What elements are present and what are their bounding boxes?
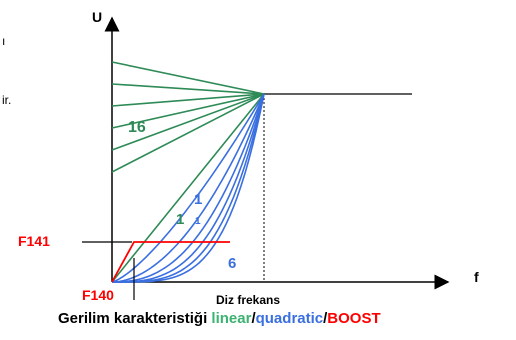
linear-count-label: 16 — [128, 119, 146, 136]
boost-curve — [111, 241, 230, 283]
caption-separator: / — [251, 310, 256, 327]
linear-curve — [111, 83, 265, 95]
linear-start-label: 1 — [176, 211, 184, 228]
linear-curve — [111, 61, 265, 95]
y-axis-label: U — [92, 9, 102, 25]
boost-end-label: F140 — [82, 287, 114, 303]
caption-linear: linear — [211, 310, 252, 327]
linear-curve — [111, 93, 265, 129]
quadratic-start-label: 1 — [194, 191, 202, 208]
caption-boost: BOOST — [327, 310, 381, 327]
caption-quadratic: quadratic — [255, 310, 324, 327]
quadratic-curve — [111, 93, 265, 283]
quadratic-curve — [111, 93, 265, 283]
quadratic-curve — [112, 93, 265, 283]
quadratic-start-label-small: 1 — [195, 216, 201, 227]
quadratic-characteristic-curves — [111, 93, 265, 283]
linear-curve — [111, 93, 265, 173]
caption-prefix: Gerilim karakteristiği — [58, 310, 212, 327]
nominal-frequency-label: Diz frekans — [216, 293, 280, 307]
linear-curve — [111, 93, 265, 107]
boost-level-label: F141 — [18, 233, 50, 249]
quadratic-curve — [112, 93, 265, 283]
quadratic-count-label: 6 — [228, 255, 236, 272]
linear-characteristic-curves — [111, 61, 265, 283]
caption-separator: / — [323, 310, 328, 327]
diagram-caption: Gerilim karakteristiği linear/quadratic/… — [58, 310, 381, 327]
x-axis-label: f — [474, 269, 479, 285]
linear-curve — [111, 93, 265, 151]
clipped-text-fragment: ir. — [2, 93, 12, 107]
linear-curve — [111, 93, 265, 283]
clipped-text-fragment: ı — [2, 34, 6, 48]
